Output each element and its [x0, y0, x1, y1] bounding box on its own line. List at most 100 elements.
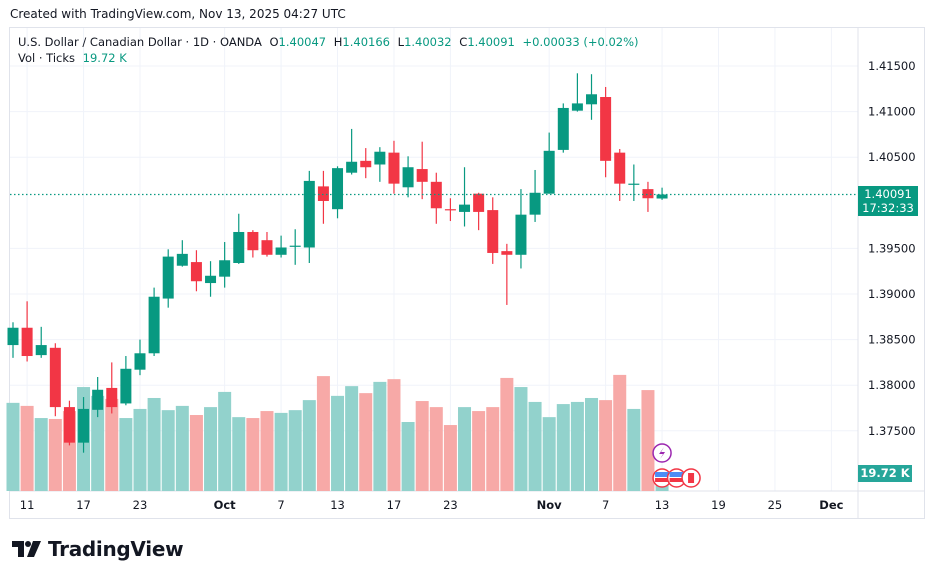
- date-tick-label: Nov: [537, 498, 563, 512]
- volume-bar: [429, 407, 443, 491]
- volume-bar: [655, 485, 669, 491]
- date-tick-label: 7: [602, 498, 609, 512]
- volume-bar: [500, 377, 514, 491]
- volume-bar: [627, 408, 641, 491]
- candle-up: [586, 94, 598, 105]
- low-label: L: [397, 35, 405, 49]
- volume-bar: [260, 411, 274, 491]
- candle-down: [247, 231, 259, 251]
- candle-up: [543, 150, 555, 194]
- volume-bar: [486, 407, 500, 491]
- bar-countdown: 17:32:33: [862, 201, 914, 215]
- candle-up: [7, 327, 19, 346]
- price-tick-label: 1.39000: [868, 287, 916, 301]
- candle-down: [317, 186, 329, 201]
- tradingview-logo-icon: [12, 541, 41, 557]
- ca-flag-icon: [681, 468, 701, 488]
- candle-up: [205, 275, 217, 284]
- candle-up: [656, 194, 668, 199]
- candle-up: [374, 151, 386, 165]
- volume-bar: [161, 410, 175, 491]
- volume-bars: [6, 374, 669, 491]
- candle-down: [388, 152, 400, 184]
- volume-bar: [91, 395, 105, 491]
- us-flag-icon: [652, 468, 672, 488]
- volume-badge: 19.72 K: [858, 465, 912, 482]
- candle-up: [162, 256, 174, 299]
- candle-down: [642, 189, 654, 199]
- volume-bar: [274, 412, 288, 491]
- date-tick-label: 19: [711, 498, 726, 512]
- volume-bar: [6, 402, 20, 491]
- date-tick-label: Dec: [819, 498, 843, 512]
- volume-bar: [34, 418, 48, 491]
- candle-up: [35, 345, 47, 356]
- volume-bar: [613, 374, 627, 491]
- candle-up: [332, 168, 344, 210]
- volume-bar: [204, 407, 218, 491]
- volume-label: Vol · Ticks: [18, 51, 76, 65]
- chart-frame: [9, 27, 925, 519]
- candle-up: [176, 253, 188, 266]
- candle-down: [614, 152, 626, 184]
- volume-bar: [514, 387, 528, 491]
- volume-bar: [48, 418, 62, 491]
- date-tick-label: 11: [20, 498, 35, 512]
- volume-value: 19.72 K: [82, 51, 127, 65]
- date-tick-label: 13: [655, 498, 670, 512]
- candle-down: [63, 407, 75, 443]
- candle-up: [557, 107, 569, 150]
- price-tick-label: 1.41000: [868, 105, 916, 119]
- price-tick-label: 1.37500: [868, 424, 916, 438]
- symbol-legend: U.S. Dollar / Canadian Dollar · 1D · OAN…: [18, 35, 639, 49]
- volume-bar: [401, 422, 415, 491]
- date-tick-label: 7: [277, 498, 284, 512]
- candle-down: [21, 327, 33, 357]
- price-tick-label: 1.41500: [868, 59, 916, 73]
- candle-up: [233, 231, 245, 263]
- open-value: 1.40047: [278, 35, 327, 49]
- candle-down: [473, 193, 485, 212]
- volume-bar: [570, 401, 584, 491]
- candles: [7, 73, 668, 453]
- volume-bar: [302, 400, 316, 491]
- volume-bar: [331, 395, 345, 491]
- volume-bar: [147, 397, 161, 491]
- candle-up: [515, 214, 527, 255]
- candle-up: [92, 389, 104, 410]
- candle-up: [219, 260, 231, 277]
- volume-legend: Vol · Ticks 19.72 K: [18, 51, 127, 65]
- open-label: O: [269, 35, 279, 49]
- price-axis[interactable]: 1.41500 1.41000 1.40500 1.39500 1.39000 1.385…: [868, 59, 916, 438]
- candle-up: [402, 167, 414, 188]
- volume-bar: [599, 400, 613, 491]
- volume-bar: [443, 425, 457, 491]
- volume-bar: [641, 390, 655, 491]
- volume-bar: [316, 376, 330, 491]
- volume-bar: [175, 405, 189, 491]
- time-axis[interactable]: 11 17 23 Oct 7 13 17 23 Nov 7 13 19 25 Dec: [20, 498, 844, 512]
- volume-bar: [189, 415, 203, 491]
- volume-bar: [359, 393, 373, 491]
- candle-up: [275, 247, 287, 255]
- candle-up: [134, 353, 146, 370]
- date-tick-label: Oct: [214, 498, 237, 512]
- volume-bar: [119, 418, 133, 491]
- date-tick-label: 17: [76, 498, 91, 512]
- change-value: +0.00033 (+0.02%): [522, 35, 639, 49]
- close-value: 1.40091: [467, 35, 515, 49]
- candle-down: [261, 240, 273, 255]
- volume-bar: [246, 418, 260, 491]
- logo-text: TradingView: [48, 537, 184, 561]
- tradingview-logo[interactable]: TradingView: [12, 537, 184, 561]
- candle-up: [148, 296, 160, 354]
- price-tick-label: 1.38500: [868, 333, 916, 347]
- volume-bar: [472, 411, 486, 491]
- candle-up: [78, 408, 90, 443]
- volume-bar: [105, 398, 119, 491]
- volume-bar: [373, 381, 387, 491]
- last-price-badge: 1.40091 17:32:33: [858, 186, 918, 216]
- candle-down: [360, 160, 372, 168]
- candle-up: [346, 161, 358, 173]
